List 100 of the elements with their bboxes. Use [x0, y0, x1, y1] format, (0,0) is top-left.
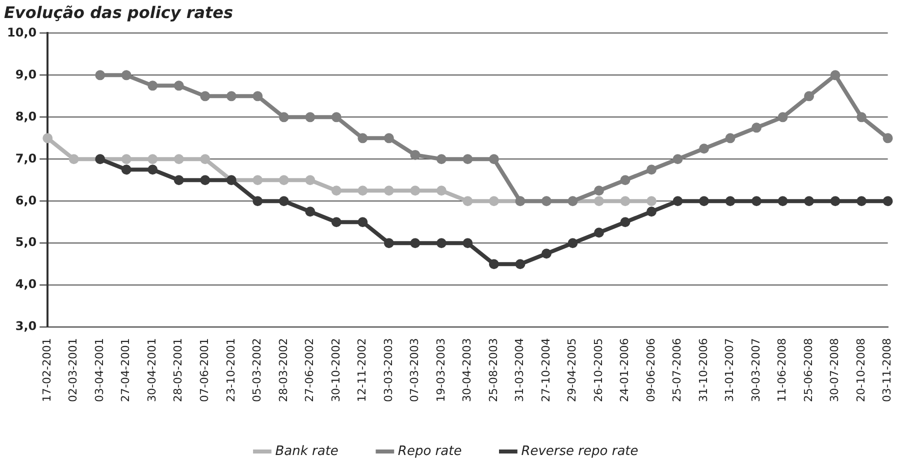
y-tick-label: 8,0 [15, 109, 37, 124]
point [200, 154, 210, 164]
point [699, 144, 710, 154]
point [305, 206, 316, 217]
x-tick-label: 03-04-2001 [92, 338, 106, 402]
x-tick-label: 03-03-2003 [382, 338, 395, 402]
point [331, 112, 342, 122]
point [358, 186, 368, 196]
point [358, 133, 368, 144]
point [410, 150, 420, 160]
point [436, 186, 446, 196]
point [804, 196, 814, 206]
point [200, 175, 210, 186]
x-tick-label: 05-03-2002 [250, 338, 264, 402]
x-tick-label: 30-04-2003 [460, 338, 474, 402]
x-tick-label: 26-10-2005 [592, 338, 605, 402]
point [121, 164, 132, 175]
point [462, 238, 473, 248]
point [174, 175, 184, 186]
point [200, 91, 210, 102]
y-tick-label: 7,0 [15, 151, 37, 166]
point [410, 238, 420, 248]
x-tick-label: 12-11-2002 [356, 338, 369, 402]
point [121, 70, 132, 80]
point [121, 154, 132, 164]
point [68, 154, 79, 164]
point [305, 112, 316, 122]
point [488, 154, 499, 164]
point [148, 164, 158, 175]
point [42, 133, 53, 144]
point [148, 154, 158, 164]
point [856, 196, 867, 206]
y-tick-label: 4,0 [15, 277, 37, 292]
point [358, 217, 368, 228]
x-tick-label: 11-06-2008 [776, 338, 789, 402]
x-tick-label: 25-08-2003 [486, 338, 500, 402]
point [515, 259, 526, 270]
legend-label: Bank rate [275, 444, 338, 459]
x-tick-label: 28-03-2002 [276, 338, 290, 402]
legend-label: Reverse repo rate [521, 444, 638, 459]
point [646, 196, 656, 206]
y-tick-label: 3,0 [15, 319, 37, 334]
x-tick-label: 30-07-2008 [828, 338, 842, 402]
x-tick-label: 31-01-2007 [723, 338, 736, 402]
point [646, 164, 656, 175]
point [672, 154, 683, 164]
point [752, 122, 762, 133]
point [830, 70, 840, 80]
x-tick-label: 03-11-2008 [880, 338, 894, 402]
x-tick-label: 19-03-2003 [434, 338, 448, 402]
point [568, 238, 578, 248]
x-tick-label: 25-06-2008 [802, 338, 815, 402]
x-tick-label: 29-04-2005 [566, 338, 579, 402]
x-tick-label: 30-10-2002 [329, 338, 342, 402]
point [804, 91, 814, 102]
point [541, 248, 552, 259]
point [278, 112, 289, 122]
point [594, 228, 604, 238]
point [646, 206, 656, 217]
point [620, 175, 630, 186]
point [305, 175, 316, 186]
point [882, 133, 893, 144]
x-tick-label: 27-10-2004 [539, 338, 552, 402]
point [410, 186, 420, 196]
x-tick-label: 30-04-2001 [145, 338, 158, 402]
point [226, 91, 236, 102]
x-tick-label: 02-03-2001 [66, 338, 80, 402]
x-tick-label: 27-06-2002 [303, 338, 316, 402]
point [488, 196, 499, 206]
point [331, 217, 342, 228]
point [252, 196, 263, 206]
point [830, 196, 840, 206]
point [725, 133, 736, 144]
point [384, 238, 394, 248]
x-tick-label: 24-01-2006 [618, 338, 632, 402]
point [778, 112, 788, 122]
point [462, 196, 473, 206]
point [778, 196, 788, 206]
x-tick-label: 31-10-2006 [696, 338, 710, 402]
legend-label: Repo rate [398, 444, 462, 459]
point [752, 196, 762, 206]
chart-title: Evolução das policy rates [4, 2, 234, 22]
point [174, 80, 184, 91]
y-tick-label: 9,0 [15, 67, 37, 82]
x-tick-label: 27-04-2001 [119, 338, 132, 402]
y-tick-label: 5,0 [15, 235, 37, 250]
point [174, 154, 184, 164]
point [620, 217, 630, 228]
x-tick-label: 25-07-2006 [670, 338, 684, 402]
point [725, 196, 736, 206]
point [856, 112, 867, 122]
y-tick-label: 10,0 [7, 25, 37, 40]
point [252, 91, 263, 102]
x-tick-label: 31-03-2004 [513, 338, 526, 402]
point [436, 238, 446, 248]
x-tick-label: 30-03-2007 [749, 338, 762, 402]
x-tick-label: 09-06-2006 [644, 338, 658, 402]
point [252, 175, 263, 186]
point [278, 196, 289, 206]
point [699, 196, 710, 206]
